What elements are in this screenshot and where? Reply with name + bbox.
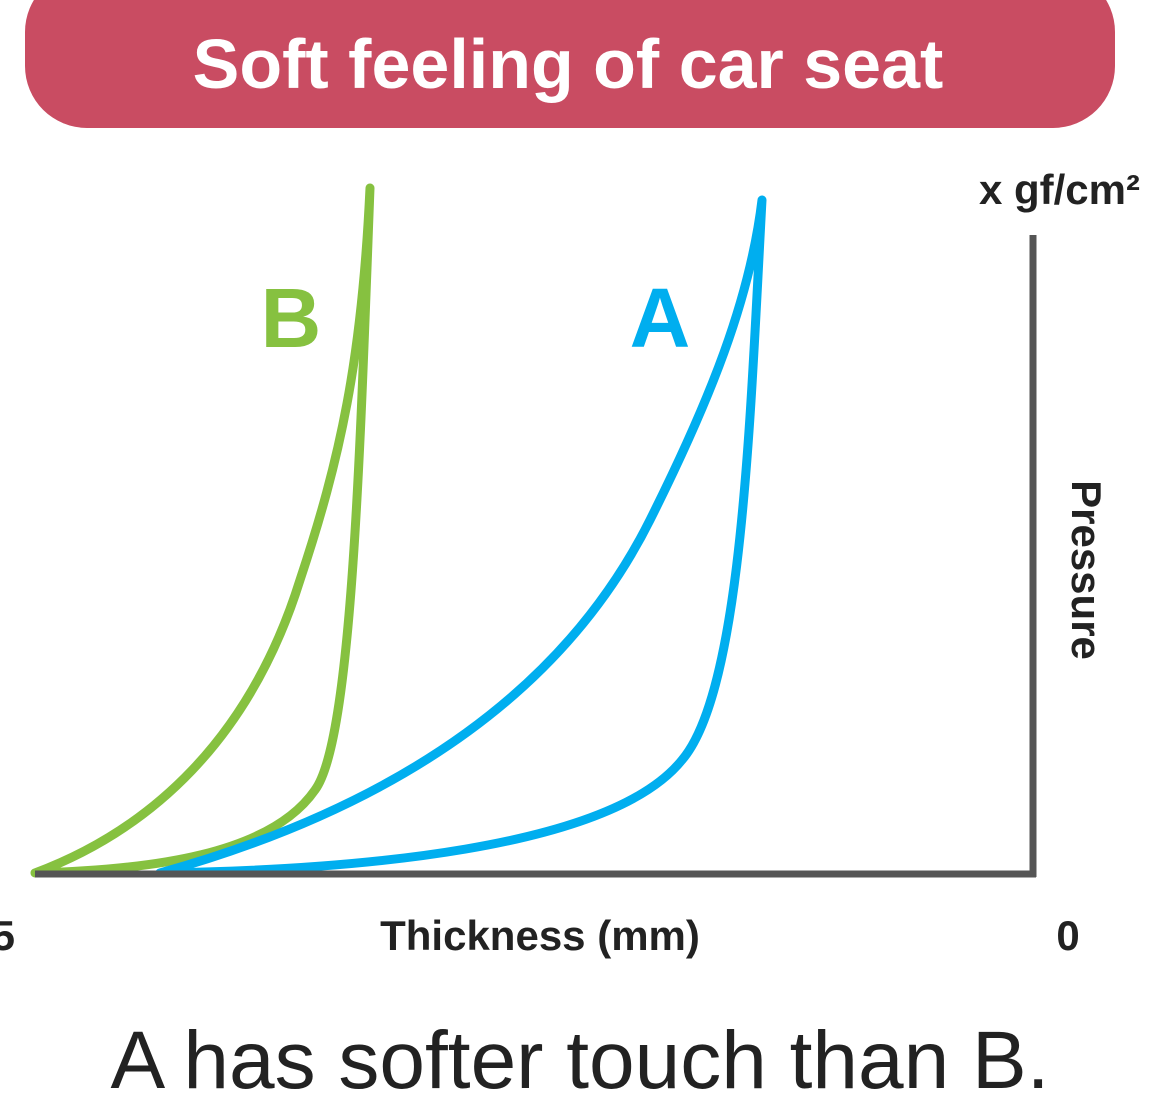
curve-b <box>30 183 375 878</box>
curve-a <box>155 195 767 878</box>
curve-label: A <box>630 271 691 365</box>
x-right-label: 0 <box>1056 912 1079 959</box>
y-unit: x gf/cm² <box>979 166 1140 213</box>
x-label: Thickness (mm) <box>380 912 700 959</box>
curve-label: B <box>261 271 322 365</box>
y-label: Pressure <box>1063 480 1110 660</box>
x-left-label: 5 <box>0 912 15 959</box>
title: Soft feeling of car seat <box>193 25 944 103</box>
caption: A has softer touch than B. <box>110 1015 1049 1106</box>
title-pill <box>25 0 1115 128</box>
